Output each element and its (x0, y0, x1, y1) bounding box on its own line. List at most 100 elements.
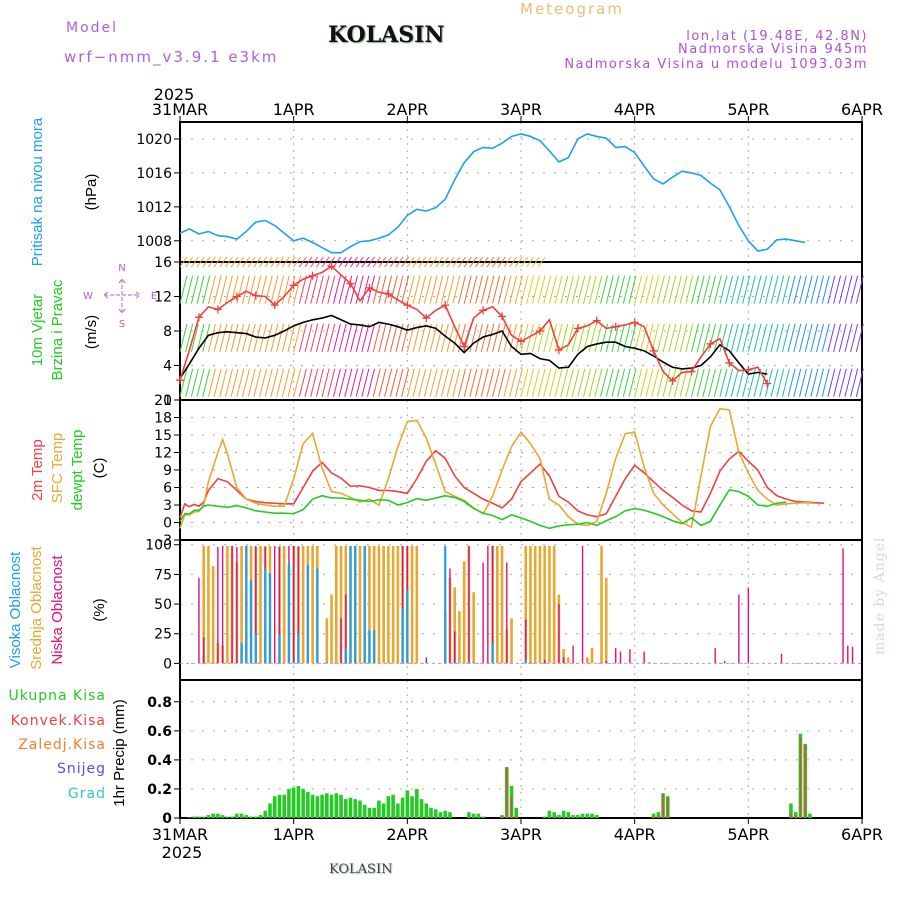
wind-barb (298, 368, 307, 397)
precip-total-bar (325, 793, 329, 818)
wind-barb (435, 256, 444, 268)
cloud-bar (529, 662, 532, 664)
wind-barb (787, 368, 796, 397)
wind-barb (594, 275, 603, 304)
wind-barb (810, 323, 819, 353)
precip-total-bar (429, 807, 433, 818)
y-tick-label: 0.8 (147, 695, 172, 711)
wind-barb (315, 256, 324, 268)
gust-marker (535, 327, 544, 335)
wind-barb (259, 275, 268, 304)
gust-marker (498, 312, 507, 321)
lonlat-label: lon,lat (19.48E, 42.8N) (686, 29, 868, 44)
wind-barb (679, 323, 688, 353)
precip-total-bar (320, 794, 324, 818)
wind-barb (338, 368, 347, 397)
wind-barb (440, 275, 449, 304)
cloud-unit-label: (%) (91, 598, 108, 621)
cloud-bar (842, 548, 844, 664)
cloud-bar (581, 545, 584, 664)
precip-total-bar (386, 796, 391, 818)
cloud-bar (368, 630, 371, 664)
wind-barb (696, 368, 705, 397)
gust-marker (649, 346, 658, 355)
precip-total-bar (467, 812, 471, 818)
wind-barb (384, 275, 393, 304)
wind-barb (219, 256, 228, 268)
wind-barb (332, 323, 341, 353)
wind-barb (708, 323, 717, 353)
wind-barb (605, 368, 614, 397)
wind-barb (759, 275, 768, 304)
wind-barb (838, 275, 847, 304)
cloud-bar (306, 564, 309, 664)
wind-barb (475, 275, 484, 304)
precip-total-bar (348, 797, 353, 818)
wind-barb (594, 368, 603, 397)
temp-unit-label: (C) (91, 458, 108, 479)
cloud-bar (368, 545, 371, 664)
wind-barb (833, 368, 842, 397)
precip-total-bar (258, 815, 263, 818)
wind-barb (230, 323, 239, 353)
wind-barb (634, 275, 643, 304)
precip-total-bar (594, 815, 599, 818)
wind-barb (526, 368, 535, 397)
precip-conv-bar (662, 793, 664, 818)
wind-barb (457, 275, 466, 304)
wind-barb (634, 368, 643, 397)
wind-barb (310, 323, 319, 353)
gust-marker (573, 324, 582, 333)
precip-total-bar (372, 807, 376, 818)
wind-barb (367, 368, 376, 397)
wind-barb (401, 275, 410, 304)
cloud-bar (600, 545, 603, 664)
precip-total-bar (808, 813, 812, 818)
cloud-bar (723, 661, 726, 664)
wind-barb (247, 368, 256, 397)
wind-barb (503, 256, 512, 268)
wind-barb (236, 323, 245, 353)
wind-barb (537, 256, 546, 268)
wind-barb (509, 323, 518, 353)
precip-total-bar (476, 813, 481, 818)
gust-marker (441, 301, 450, 310)
wind-barb (827, 368, 836, 397)
cloud-bar (472, 662, 475, 664)
y-tick-label: 0.2 (147, 782, 172, 798)
cloud-bar (340, 618, 342, 664)
cloud-bar (207, 545, 210, 664)
wind-barb (321, 323, 330, 353)
wind-barb (247, 275, 256, 304)
wind-barb (662, 368, 671, 397)
wind-barb (293, 275, 302, 304)
wind-barb (770, 368, 779, 397)
wind-barb (691, 275, 699, 304)
wind-barb (276, 368, 285, 397)
wind-barb (270, 323, 279, 353)
precip-panel: 0 0.2 0.4 0.6 0.8 (147, 679, 863, 827)
cloud-bar (491, 545, 494, 664)
cloud-bar (482, 562, 484, 664)
cloud-bar (401, 608, 404, 664)
cloud-bar (297, 547, 300, 664)
wind-barb (219, 323, 228, 353)
wind-barb (804, 275, 813, 304)
wind-barb (548, 275, 557, 304)
wind-barb (224, 323, 233, 353)
wind-barb (736, 323, 745, 353)
wind-barb (435, 323, 444, 353)
precip-total-bar (334, 793, 339, 818)
wind-barb (276, 275, 285, 304)
wind-barb (577, 323, 586, 353)
cloud-bar (330, 594, 333, 664)
precip-total-bar (433, 809, 438, 818)
wind-barb (338, 323, 347, 353)
precip-total-bar (471, 813, 476, 818)
wind-barb (497, 256, 506, 268)
y-tick-label: 0 (162, 811, 172, 827)
gust-marker (611, 322, 620, 331)
wind-barb (702, 323, 711, 353)
cloud-bar (496, 545, 499, 664)
